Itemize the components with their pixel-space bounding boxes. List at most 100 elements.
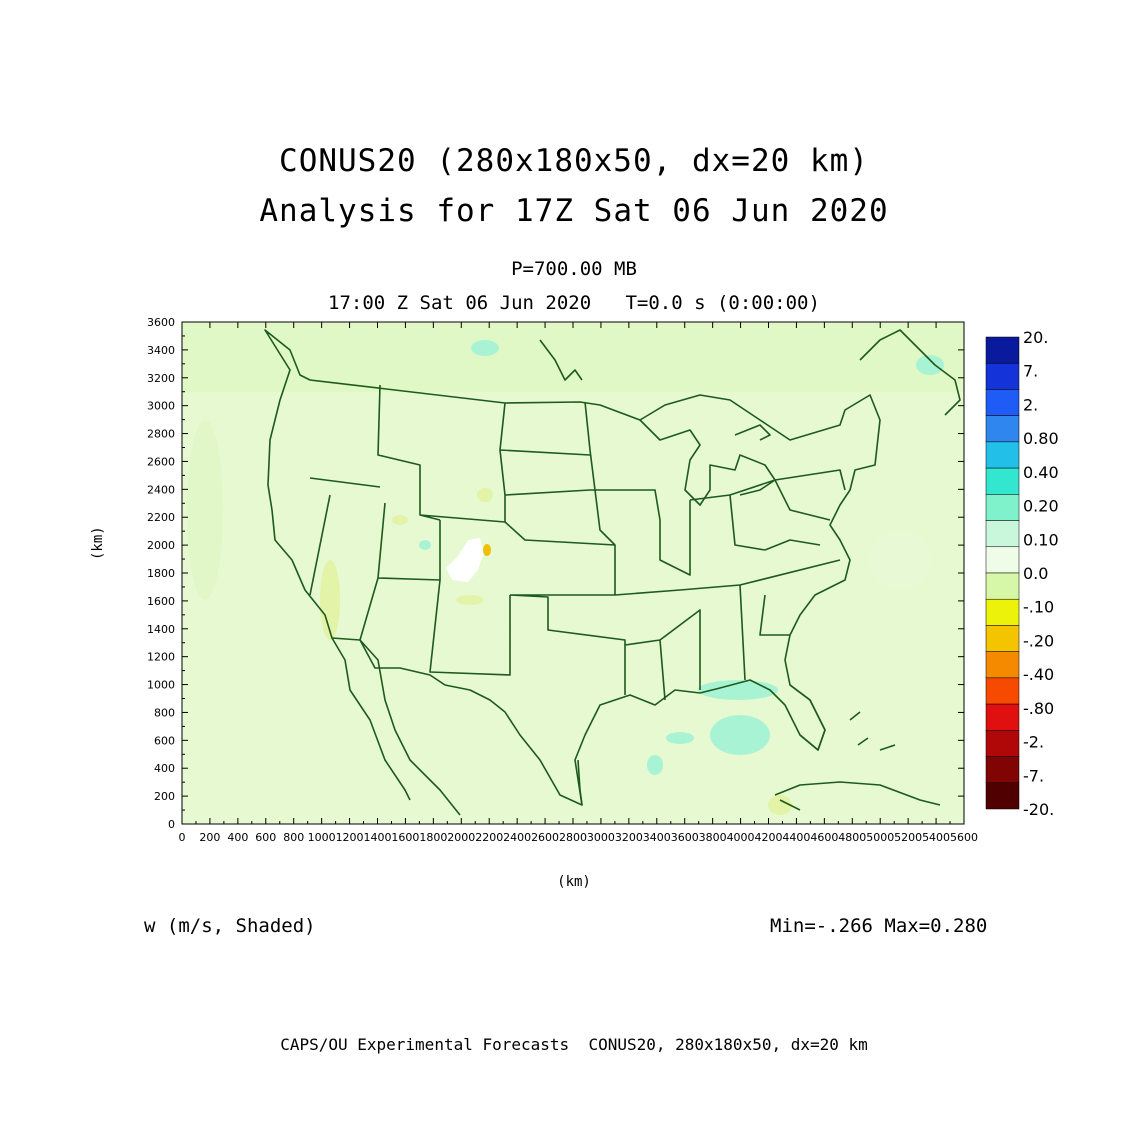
baja-coast bbox=[331, 637, 461, 816]
x-tick-label: 1600 bbox=[391, 831, 419, 844]
y-tick-label: 0 bbox=[168, 818, 175, 831]
y-tick-label: 3400 bbox=[147, 344, 175, 357]
colorbar-label: 20. bbox=[1023, 328, 1048, 347]
colorbar-swatch bbox=[985, 441, 1020, 469]
x-tick-label: 800 bbox=[283, 831, 304, 844]
colorbar-swatch bbox=[985, 572, 1020, 600]
x-tick-label: 400 bbox=[227, 831, 248, 844]
y-tick-label: 3600 bbox=[147, 316, 175, 329]
x-tick-label: 3000 bbox=[587, 831, 615, 844]
map-title-line2: Analysis for 17Z Sat 06 Jun 2020 bbox=[259, 193, 889, 229]
colorbar-swatch bbox=[985, 625, 1020, 652]
colorbar-label: 0.40 bbox=[1023, 463, 1059, 482]
y-tick-label: 600 bbox=[154, 734, 175, 747]
colorbar-label: -20. bbox=[1023, 800, 1054, 819]
colorbar-label: 7. bbox=[1023, 362, 1038, 381]
y-tick-label: 1800 bbox=[147, 567, 175, 580]
bahamas bbox=[849, 711, 896, 751]
vertical-velocity-field bbox=[182, 322, 964, 824]
field-blob bbox=[870, 530, 930, 590]
x-tick-label: 2600 bbox=[531, 831, 559, 844]
y-tick-label: 3000 bbox=[147, 400, 175, 413]
x-tick-label: 2800 bbox=[559, 831, 587, 844]
x-tick-label: 4800 bbox=[838, 831, 866, 844]
colorbar-swatch bbox=[985, 520, 1020, 548]
colorbar-label: 0.10 bbox=[1023, 530, 1059, 549]
y-tick-label: 2600 bbox=[147, 455, 175, 468]
field-blob bbox=[419, 540, 431, 550]
x-tick-label: 0 bbox=[179, 831, 186, 844]
field-blob bbox=[710, 715, 770, 755]
colorbar-label: -.20 bbox=[1023, 631, 1054, 650]
colorbar-swatch bbox=[985, 651, 1020, 679]
map-title-line1: CONUS20 (280x180x50, dx=20 km) bbox=[279, 143, 869, 179]
x-tick-label: 4600 bbox=[810, 831, 838, 844]
y-tick-label: 800 bbox=[154, 706, 175, 719]
colorbar-swatch bbox=[985, 598, 1020, 626]
y-tick-label: 400 bbox=[154, 762, 175, 775]
florida bbox=[789, 684, 826, 751]
x-tick-label: 1200 bbox=[336, 831, 364, 844]
colorbar-swatch bbox=[985, 546, 1020, 574]
y-axis-label: (km) bbox=[90, 526, 106, 560]
colorbar-swatch bbox=[985, 389, 1020, 416]
field-blob bbox=[916, 355, 944, 375]
colorbar-swatch bbox=[985, 677, 1020, 705]
colorbar-label: -.40 bbox=[1023, 665, 1054, 684]
y-tick-label: 2000 bbox=[147, 539, 175, 552]
field-region bbox=[182, 392, 964, 824]
x-tick-label: 1800 bbox=[419, 831, 447, 844]
x-tick-label: 600 bbox=[255, 831, 276, 844]
x-tick-label: 2000 bbox=[447, 831, 475, 844]
footer-credit: CAPS/OU Experimental Forecasts CONUS20, … bbox=[280, 1035, 868, 1054]
colorbar-label: -.10 bbox=[1023, 598, 1054, 617]
hudson-bay-coast bbox=[539, 329, 961, 416]
y-tick-label: 1400 bbox=[147, 623, 175, 636]
colorbar-swatch bbox=[985, 467, 1020, 495]
field-blob bbox=[471, 340, 499, 356]
colorbar-swatch bbox=[985, 782, 1020, 810]
colorbar-swatch bbox=[985, 703, 1020, 731]
x-tick-label: 1000 bbox=[308, 831, 336, 844]
x-tick-label: 3600 bbox=[671, 831, 699, 844]
x-tick-label: 2200 bbox=[475, 831, 503, 844]
min-max-label: Min=-.266 Max=0.280 bbox=[770, 915, 988, 937]
x-tick-label: 5400 bbox=[922, 831, 950, 844]
x-tick-label: 4000 bbox=[727, 831, 755, 844]
field-blob bbox=[456, 595, 484, 605]
axis-ticks: 0 200 400 600 800 1000 1200 1400 1600 1800 2000 220… bbox=[147, 316, 978, 844]
field-blob bbox=[320, 560, 340, 640]
x-tick-label: 200 bbox=[199, 831, 220, 844]
field-blob bbox=[477, 488, 493, 502]
field-blob bbox=[647, 755, 663, 775]
x-axis-label: (km) bbox=[557, 874, 591, 890]
y-tick-label: 1000 bbox=[147, 679, 175, 692]
x-tick-label: 4200 bbox=[755, 831, 783, 844]
x-tick-label: 3200 bbox=[615, 831, 643, 844]
colorbar: 20. 7. 2. 0.80 0.40 0.20 0.10 0.0 -.10 -.20 -.40 -.… bbox=[985, 328, 1059, 819]
field-blob bbox=[698, 680, 778, 700]
colorbar-swatch bbox=[985, 362, 1020, 390]
mexico-gulf-coast bbox=[577, 759, 583, 806]
x-tick-label: 5200 bbox=[894, 831, 922, 844]
colorbar-swatch bbox=[985, 756, 1020, 784]
valid-time-label: 17:00 Z Sat 06 Jun 2020 T=0.0 s (0:00:00… bbox=[328, 292, 820, 314]
y-tick-label: 2400 bbox=[147, 483, 175, 496]
colorbar-swatch bbox=[985, 415, 1020, 443]
state-lines bbox=[309, 384, 846, 701]
pressure-level-label: P=700.00 MB bbox=[511, 258, 637, 280]
colorbar-label: 0.20 bbox=[1023, 497, 1059, 516]
x-tick-label: 3800 bbox=[699, 831, 727, 844]
colorbar-label: -2. bbox=[1023, 733, 1044, 752]
field-min-spot bbox=[483, 544, 491, 556]
colorbar-label: -.80 bbox=[1023, 699, 1054, 718]
colorbar-label: 2. bbox=[1023, 395, 1038, 414]
x-tick-label: 3400 bbox=[643, 831, 671, 844]
y-tick-label: 1200 bbox=[147, 651, 175, 664]
x-tick-label: 5000 bbox=[866, 831, 894, 844]
x-tick-label: 5600 bbox=[950, 831, 978, 844]
colorbar-swatch bbox=[985, 336, 1020, 364]
colorbar-label: 0.80 bbox=[1023, 429, 1059, 448]
field-blob bbox=[392, 515, 408, 525]
y-tick-label: 2800 bbox=[147, 428, 175, 441]
